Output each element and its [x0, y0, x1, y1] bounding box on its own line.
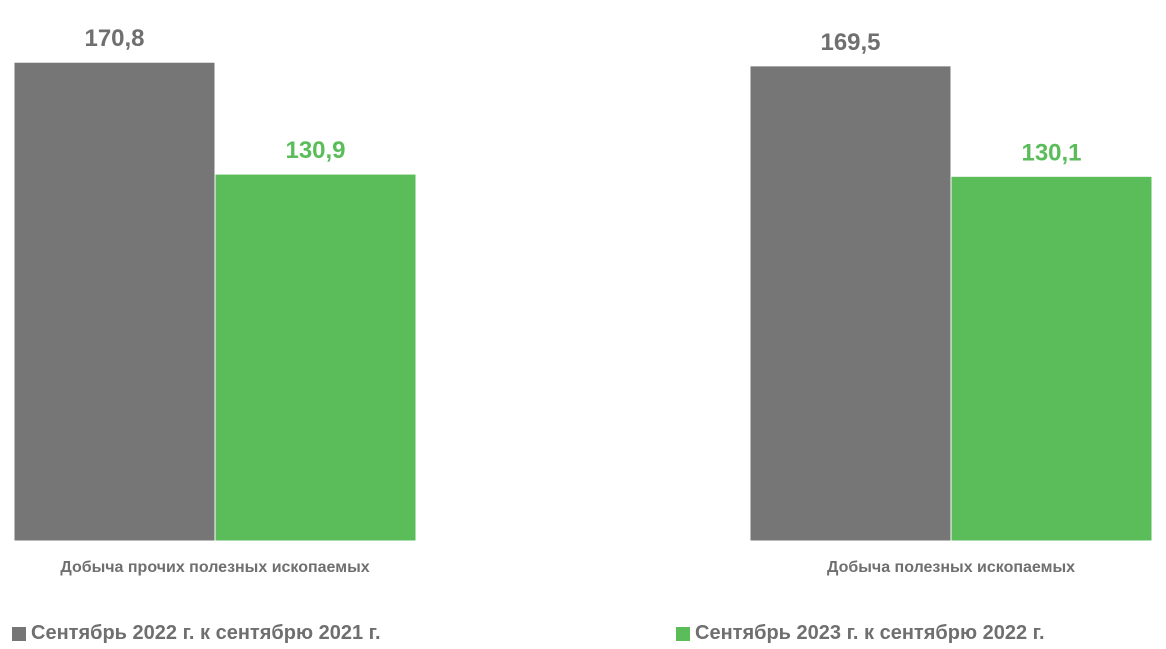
legend-item-2023: Сентябрь 2023 г. к сентябрю 2022 г.	[676, 622, 1045, 645]
category-label-0: Добыча прочих полезных ископаемых	[60, 559, 369, 576]
category-label-1: Добыча полезных ископаемых	[827, 559, 1075, 576]
bar-cat1-series1	[950, 175, 1153, 542]
bar-cat1-series0	[749, 65, 952, 542]
legend-label-2022: Сентябрь 2022 г. к сентябрю 2021 г.	[31, 622, 381, 644]
legend-swatch-gray	[12, 626, 26, 641]
bar-chart: 170,8 130,9 Добыча прочих полезных ископае…	[13, 25, 1153, 576]
legend-label-2023: Сентябрь 2023 г. к сентябрю 2022 г.	[695, 622, 1045, 644]
legend-swatch-green	[676, 626, 690, 641]
data-label-cat1-series1: 130,1	[1021, 139, 1081, 166]
data-label-cat0-series0: 170,8	[84, 25, 144, 52]
legend: Сентябрь 2022 г. к сентябрю 2021 г. Сент…	[0, 622, 1166, 646]
data-label-cat1-series0: 169,5	[820, 29, 880, 56]
bar-cat0-series1	[214, 173, 417, 542]
bar-cat0-series0	[13, 61, 216, 542]
legend-item-2022: Сентябрь 2022 г. к сентябрю 2021 г.	[12, 622, 381, 645]
data-label-cat0-series1: 130,9	[285, 137, 345, 164]
